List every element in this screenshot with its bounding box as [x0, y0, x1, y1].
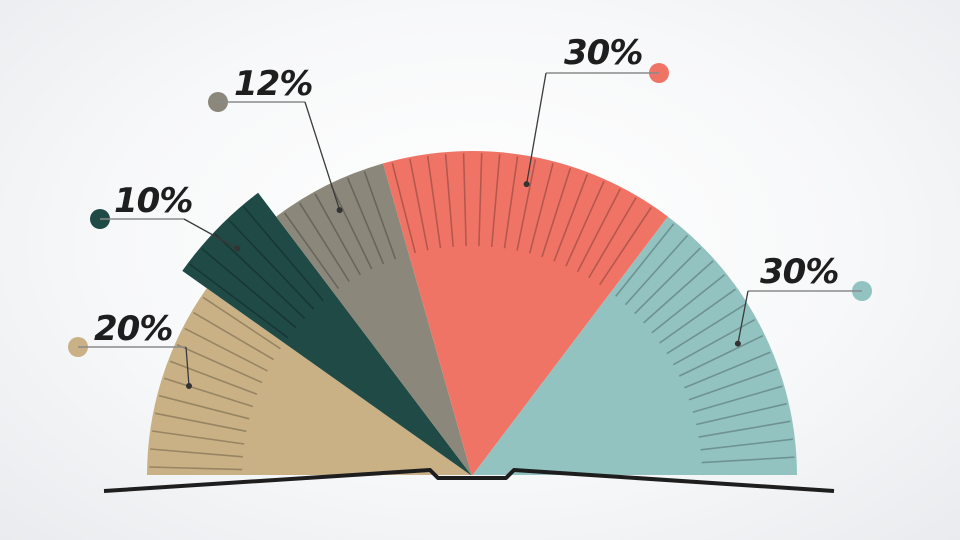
- slice-rib: [684, 351, 771, 389]
- slice-rib: [155, 412, 247, 433]
- slice-rib: [516, 159, 537, 251]
- slice-rib: [565, 180, 605, 267]
- leader-anchor-4: [523, 181, 530, 188]
- label-leader-5: [737, 290, 749, 344]
- slice-rib: [298, 202, 350, 282]
- slice-rib: [651, 274, 726, 334]
- slice-rib: [588, 197, 637, 279]
- slice-rib: [283, 212, 340, 290]
- book-base-line: [103, 468, 835, 493]
- slice-rib: [158, 394, 250, 420]
- leader-anchor-5: [734, 340, 741, 347]
- slice-label-5: 30%: [760, 252, 838, 292]
- slice-rib: [363, 171, 397, 260]
- slice-rib: [192, 311, 275, 361]
- slice-rib: [314, 193, 361, 276]
- slice-rib: [634, 247, 702, 315]
- slice-label-2: 10%: [114, 181, 192, 221]
- pie-ribs: [149, 153, 795, 471]
- slice-rib: [184, 327, 268, 372]
- slice-rib: [214, 233, 306, 319]
- slice-rib: [666, 303, 746, 355]
- slice-rib: [149, 466, 243, 471]
- slice-labels: 20% 10% 12% 30% 30%: [68, 33, 872, 389]
- slice-rib: [541, 168, 572, 258]
- slice-label-4: 30%: [564, 33, 642, 73]
- slice-rib: [698, 420, 791, 438]
- slice-rib: [243, 206, 324, 302]
- slice-rib: [346, 177, 385, 265]
- slice-rib: [151, 430, 245, 445]
- slice-rib: [659, 288, 736, 344]
- pie-slices: [147, 150, 797, 475]
- slice-rib: [478, 153, 483, 247]
- slice-rib: [700, 438, 793, 451]
- slice-label-3: 12%: [234, 64, 312, 104]
- pie-slice-4: [383, 150, 668, 475]
- slice-rib: [189, 263, 289, 339]
- slice-rib: [163, 377, 254, 408]
- label-leader-4: [525, 72, 547, 185]
- slice-label-1: 20%: [94, 309, 172, 349]
- slice-rib: [678, 334, 764, 377]
- slice-rib: [228, 219, 315, 310]
- slice-rib: [553, 174, 589, 262]
- label-leader-2: [183, 218, 238, 249]
- pie-slice-3: [276, 163, 472, 475]
- slice-rib: [624, 234, 689, 306]
- slice-rib: [409, 158, 429, 251]
- slice-rib: [462, 153, 467, 247]
- leader-anchor-1: [186, 383, 192, 389]
- label-leader-3: [304, 101, 341, 211]
- slice-rib: [692, 385, 783, 413]
- pie-slice-2: [182, 192, 472, 475]
- slice-rib: [696, 402, 787, 426]
- slice-rib: [701, 456, 795, 464]
- slice-rib: [426, 155, 442, 249]
- slice-rib: [599, 206, 652, 286]
- slice-rib: [201, 248, 297, 329]
- slice-rib: [202, 296, 281, 350]
- slice-rib: [503, 156, 519, 249]
- slice-rib: [643, 260, 714, 324]
- slice-rib: [615, 223, 675, 297]
- slice-rib: [576, 188, 621, 273]
- slice-rib: [330, 184, 373, 270]
- leader-anchor-2: [234, 245, 241, 252]
- slice-rib: [391, 162, 417, 254]
- leader-anchor-3: [336, 207, 343, 214]
- slice-rib: [688, 368, 778, 401]
- slice-rib: [528, 163, 554, 254]
- slice-rib: [176, 343, 263, 384]
- slice-rib: [150, 448, 243, 458]
- slice-rib: [490, 154, 501, 247]
- label-leader-1: [185, 346, 190, 387]
- slice-rib: [169, 360, 258, 396]
- slice-rib: [444, 154, 454, 247]
